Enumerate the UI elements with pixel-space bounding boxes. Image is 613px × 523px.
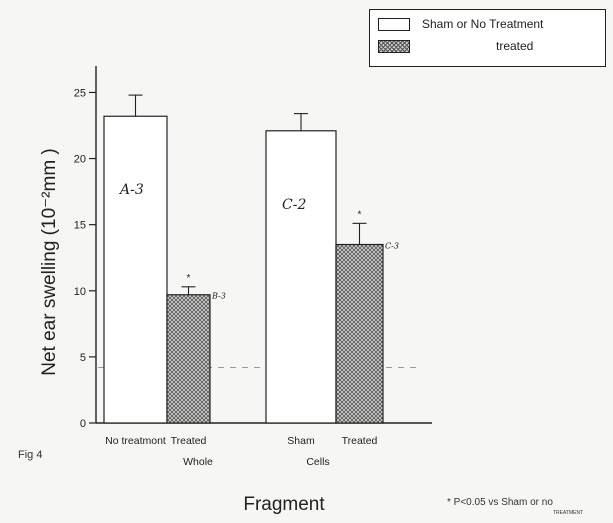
bar bbox=[166, 294, 211, 424]
y-axis-label: Net ear swelling (10⁻²mm ) bbox=[39, 148, 60, 376]
bar-annotation: C-3 bbox=[385, 242, 399, 251]
footnote-subtext: TREATMENT bbox=[553, 510, 584, 516]
y-tick-label: 5 bbox=[80, 352, 86, 364]
significance-star: * bbox=[187, 273, 191, 284]
y-tick-label: 10 bbox=[74, 286, 86, 298]
y-tick-label: 20 bbox=[74, 154, 86, 166]
bar-annotation: C-2 bbox=[282, 197, 306, 213]
legend: Sham or No Treatment treated bbox=[369, 9, 606, 67]
group-label: Whole bbox=[183, 456, 213, 468]
x-axis-label: Fragment bbox=[243, 494, 325, 515]
bar-annotation: A-3 bbox=[118, 182, 144, 198]
bar bbox=[335, 243, 384, 424]
legend-label-sham: Sham or No Treatment bbox=[422, 17, 544, 31]
chart-marks: A-3 No treatmont * B-3 Treated Whole C-2 Sham * C… bbox=[98, 94, 420, 468]
x-tick-label: No treatmont bbox=[105, 435, 166, 447]
legend-swatch-sham bbox=[378, 17, 410, 31]
x-tick-label: Treated bbox=[171, 435, 207, 447]
legend-item-sham: Sham or No Treatment bbox=[378, 16, 543, 32]
y-tick-label: 15 bbox=[74, 220, 86, 232]
legend-label-treated: treated bbox=[496, 39, 534, 53]
legend-swatch-treated bbox=[378, 39, 410, 53]
bar-annotation: B-3 bbox=[211, 292, 226, 301]
x-tick-label: Treated bbox=[342, 435, 378, 447]
y-tick-label: 0 bbox=[80, 418, 86, 430]
bar bbox=[103, 115, 168, 424]
significance-star: * bbox=[358, 209, 362, 220]
group-label: Cells bbox=[306, 456, 329, 468]
figure-label: Fig 4 bbox=[18, 449, 42, 461]
x-tick-label: Sham bbox=[287, 435, 315, 447]
legend-item-treated: treated bbox=[378, 38, 533, 54]
footnote: * P<0.05 vs Sham or no bbox=[447, 497, 553, 508]
bar bbox=[265, 130, 337, 424]
y-tick-label: 25 bbox=[74, 87, 86, 99]
